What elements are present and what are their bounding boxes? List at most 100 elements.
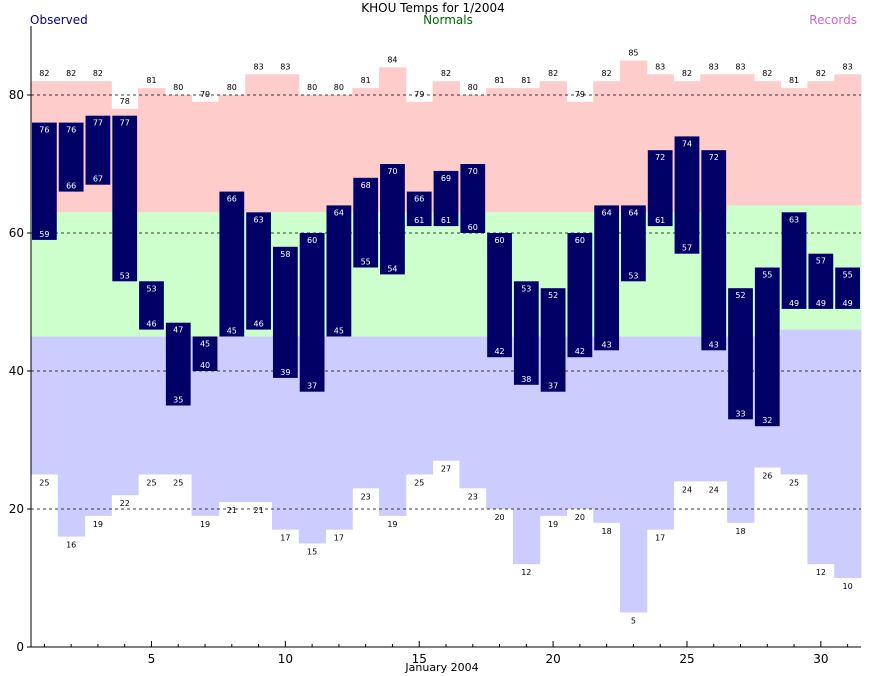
record-low-label: 17 [334,534,344,543]
record-high-band [191,101,219,213]
record-high-label: 83 [655,62,665,71]
record-low-band [245,336,273,503]
record-high-band [593,81,621,213]
record-high-label: 80 [334,83,344,92]
observed-bar [728,288,753,420]
observed-high-label: 52 [548,291,558,300]
observed-high-label: 77 [120,119,130,128]
record-low-label: 25 [414,479,424,488]
observed-high-label: 72 [655,153,665,162]
observed-low-label: 59 [39,230,49,239]
observed-high-label: 76 [39,126,49,135]
observed-bar [406,191,432,227]
record-low-band [379,336,407,516]
record-high-label: 81 [361,76,371,85]
observed-high-label: 64 [334,208,344,217]
observed-low-label: 66 [66,182,76,191]
observed-bar [487,233,512,358]
observed-bar [32,122,57,240]
record-low-band [325,336,353,530]
normals-band [84,212,112,337]
record-low-label: 24 [709,485,719,494]
record-high-label: 83 [253,62,263,71]
record-low-label: 24 [682,485,692,494]
observed-bar [701,150,727,351]
observed-high-label: 45 [200,340,210,349]
record-low-label: 25 [39,479,49,488]
record-low-label: 17 [655,534,665,543]
record-high-band [325,95,353,213]
observed-low-label: 57 [682,244,692,253]
record-high-label: 81 [146,76,156,85]
record-low-label: 25 [789,479,799,488]
legend-records: Records [809,13,857,27]
observed-high-label: 53 [521,284,531,293]
observed-low-label: 38 [521,375,531,384]
observed-bar [647,150,673,227]
record-low-label: 19 [200,520,210,529]
observed-bar [353,177,379,268]
observed-high-label: 57 [816,257,826,266]
observed-low-label: 61 [655,216,665,225]
record-high-band [164,95,193,213]
value-labels: 82 76 59 25 82 76 66 16 82 77 67 19 78 77 53 22 81 53 46 25… [39,49,852,626]
record-low-band [84,336,112,516]
observed-low-label: 40 [200,361,210,370]
y-tick-label: 60 [9,226,24,240]
observed-low-label: 53 [628,271,638,280]
y-tick-label: 80 [9,88,24,102]
record-high-label: 80 [307,83,317,92]
record-low-label: 5 [631,617,636,626]
record-low-band [432,336,460,461]
observed-bar [754,267,780,427]
observed-high-label: 63 [789,215,799,224]
observed-bar [139,281,164,330]
observed-bar [674,136,700,254]
observed-bar [835,267,860,309]
observed-high-label: 60 [307,236,317,245]
record-low-band [486,336,514,509]
observed-bar [621,205,646,282]
observed-low-label: 54 [387,264,397,273]
x-tick-label: 10 [278,652,293,666]
observed-bar [460,164,486,233]
observed-high-label: 52 [735,291,745,300]
observed-low-label: 43 [602,340,612,349]
record-high-label: 82 [93,69,103,78]
observed-low-label: 49 [816,299,826,308]
record-high-label: 81 [521,76,531,85]
observed-high-label: 60 [575,236,585,245]
observed-high-label: 74 [682,139,692,148]
record-high-band [780,88,808,206]
record-low-band [405,336,434,475]
record-high-label: 83 [843,62,853,71]
x-axis-label: January 2004 [404,661,478,674]
record-high-label: 80 [173,83,183,92]
observed-bar [165,322,191,406]
record-low-band [593,336,621,523]
observed-bar [326,205,352,337]
record-low-label: 21 [253,506,263,515]
record-low-label: 23 [361,492,371,501]
record-high-label: 82 [682,69,692,78]
record-low-band [700,336,728,482]
observed-high-label: 77 [93,119,103,128]
record-high-label: 80 [468,83,478,92]
observed-bar [433,170,459,227]
observed-high-label: 70 [468,167,478,176]
observed-low-label: 43 [709,340,719,349]
record-low-band [807,329,835,565]
observed-low-label: 35 [173,396,183,405]
observed-high-label: 60 [494,236,504,245]
observed-low-label: 39 [280,368,290,377]
observed-bar [58,122,84,192]
observed-high-label: 64 [602,208,612,217]
observed-low-label: 67 [93,175,103,184]
legend-normals: Normals [423,13,473,27]
record-high-label: 82 [816,69,826,78]
record-low-label: 15 [307,548,317,557]
record-low-label: 20 [494,513,504,522]
observed-low-label: 49 [789,299,799,308]
record-low-label: 10 [843,582,853,591]
normals-band [57,212,86,337]
